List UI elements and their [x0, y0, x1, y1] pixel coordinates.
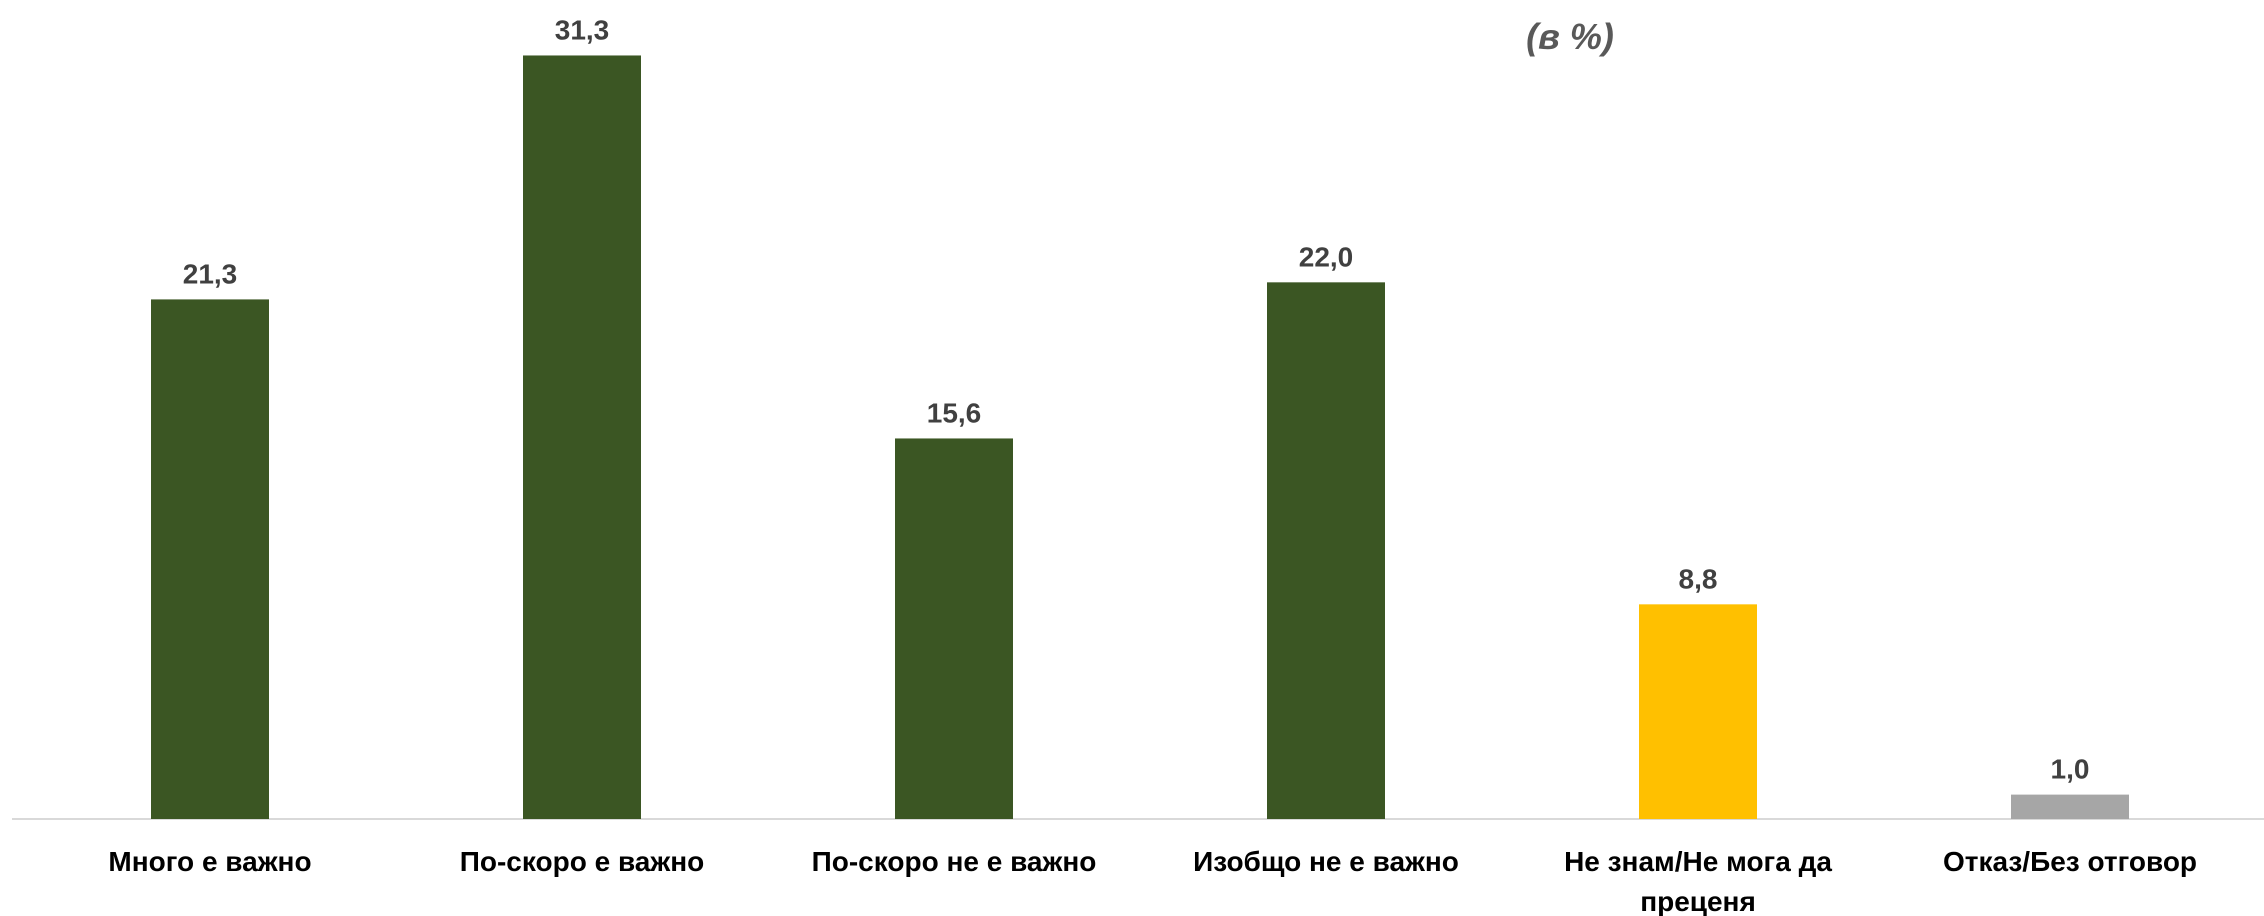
bar — [151, 299, 269, 820]
bar — [895, 438, 1013, 819]
value-label: 15,6 — [927, 397, 982, 428]
bar — [523, 55, 641, 819]
value-label: 21,3 — [183, 258, 238, 289]
value-label: 1,0 — [2051, 754, 2090, 785]
bar — [2011, 794, 2129, 819]
value-label: 8,8 — [1679, 563, 1718, 594]
x-tick-label: Отказ/Без отговор — [1942, 846, 2198, 877]
x-tick-label: По-скоро не е важно — [811, 846, 1097, 877]
x-tick-label: Не знам/Не мога да преценя — [1564, 846, 1832, 916]
chart-subtitle: (в %) — [1526, 16, 1614, 57]
x-tick-label: Изобщо не е важно — [1193, 846, 1459, 877]
x-tick-label: По-скоро е важно — [459, 846, 705, 877]
value-label: 22,0 — [1299, 241, 1354, 272]
value-label: 31,3 — [555, 14, 610, 45]
x-tick-label: Много е важно — [108, 846, 312, 877]
bar — [1267, 282, 1385, 819]
bar — [1639, 604, 1757, 819]
